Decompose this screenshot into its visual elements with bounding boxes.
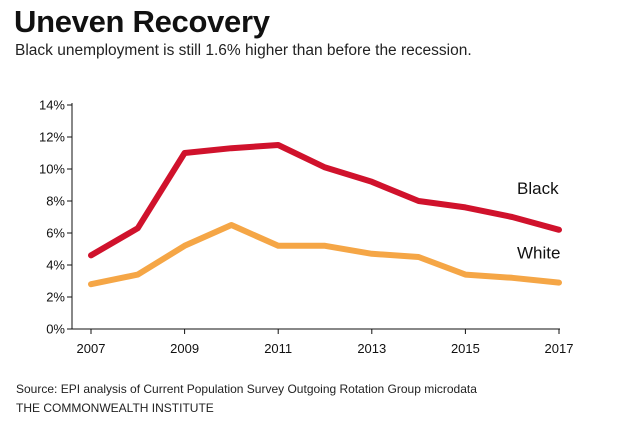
data-point-white — [557, 281, 561, 285]
data-point-black — [510, 215, 514, 219]
series-label-white: White — [517, 244, 560, 263]
x-tick-label: 2011 — [264, 341, 292, 356]
data-point-white — [136, 273, 140, 277]
data-point-white — [370, 252, 374, 256]
line-chart: 0% 2% 4% 6% 8% 10% 12% 14% 2007 2009 2011 2013 2015… — [39, 98, 574, 357]
x-tick-label: 2009 — [170, 341, 199, 356]
chart-subtitle: Black unemployment is still 1.6% higher … — [15, 42, 472, 59]
y-tick-label: 14% — [39, 98, 65, 113]
y-tick-label: 6% — [46, 226, 65, 241]
data-point-white — [89, 282, 93, 286]
data-point-white — [183, 244, 187, 248]
series-line-white — [88, 222, 562, 288]
data-point-black — [276, 143, 280, 147]
series-line-black — [88, 142, 562, 259]
data-point-white — [417, 255, 421, 259]
chart-title: Uneven Recovery — [14, 4, 270, 39]
y-tick-label: 12% — [39, 130, 65, 145]
y-tick-label: 4% — [46, 258, 65, 273]
y-tick-label: 2% — [46, 290, 65, 305]
y-tick-label: 10% — [39, 162, 65, 177]
data-point-black — [417, 199, 421, 203]
data-point-black — [463, 205, 467, 209]
data-point-black — [89, 253, 93, 257]
organization-credit: THE COMMONWEALTH INSTITUTE — [16, 401, 214, 415]
source-note: Source: EPI analysis of Current Populati… — [16, 382, 477, 396]
data-point-black — [183, 151, 187, 155]
data-point-white — [463, 273, 467, 277]
data-point-black — [557, 228, 561, 232]
x-tick-label: 2015 — [451, 341, 480, 356]
data-point-black — [229, 146, 233, 150]
data-point-white — [510, 276, 514, 280]
data-point-white — [323, 244, 327, 248]
x-axis: 2007 2009 2011 2013 2015 2017 — [72, 328, 574, 356]
series-label-black: Black — [517, 179, 559, 198]
data-point-black — [370, 180, 374, 184]
data-point-black — [136, 226, 140, 230]
y-tick-label: 0% — [46, 322, 65, 337]
x-tick-label: 2013 — [357, 341, 386, 356]
data-point-white — [229, 223, 233, 227]
data-point-black — [323, 165, 327, 169]
series-labels: Black White — [517, 179, 560, 263]
x-tick-label: 2007 — [77, 341, 106, 356]
x-tick-label: 2017 — [545, 341, 574, 356]
y-tick-label: 8% — [46, 194, 65, 209]
data-point-white — [276, 244, 280, 248]
series-lines — [88, 142, 562, 288]
y-axis: 0% 2% 4% 6% 8% 10% 12% 14% — [39, 98, 73, 337]
